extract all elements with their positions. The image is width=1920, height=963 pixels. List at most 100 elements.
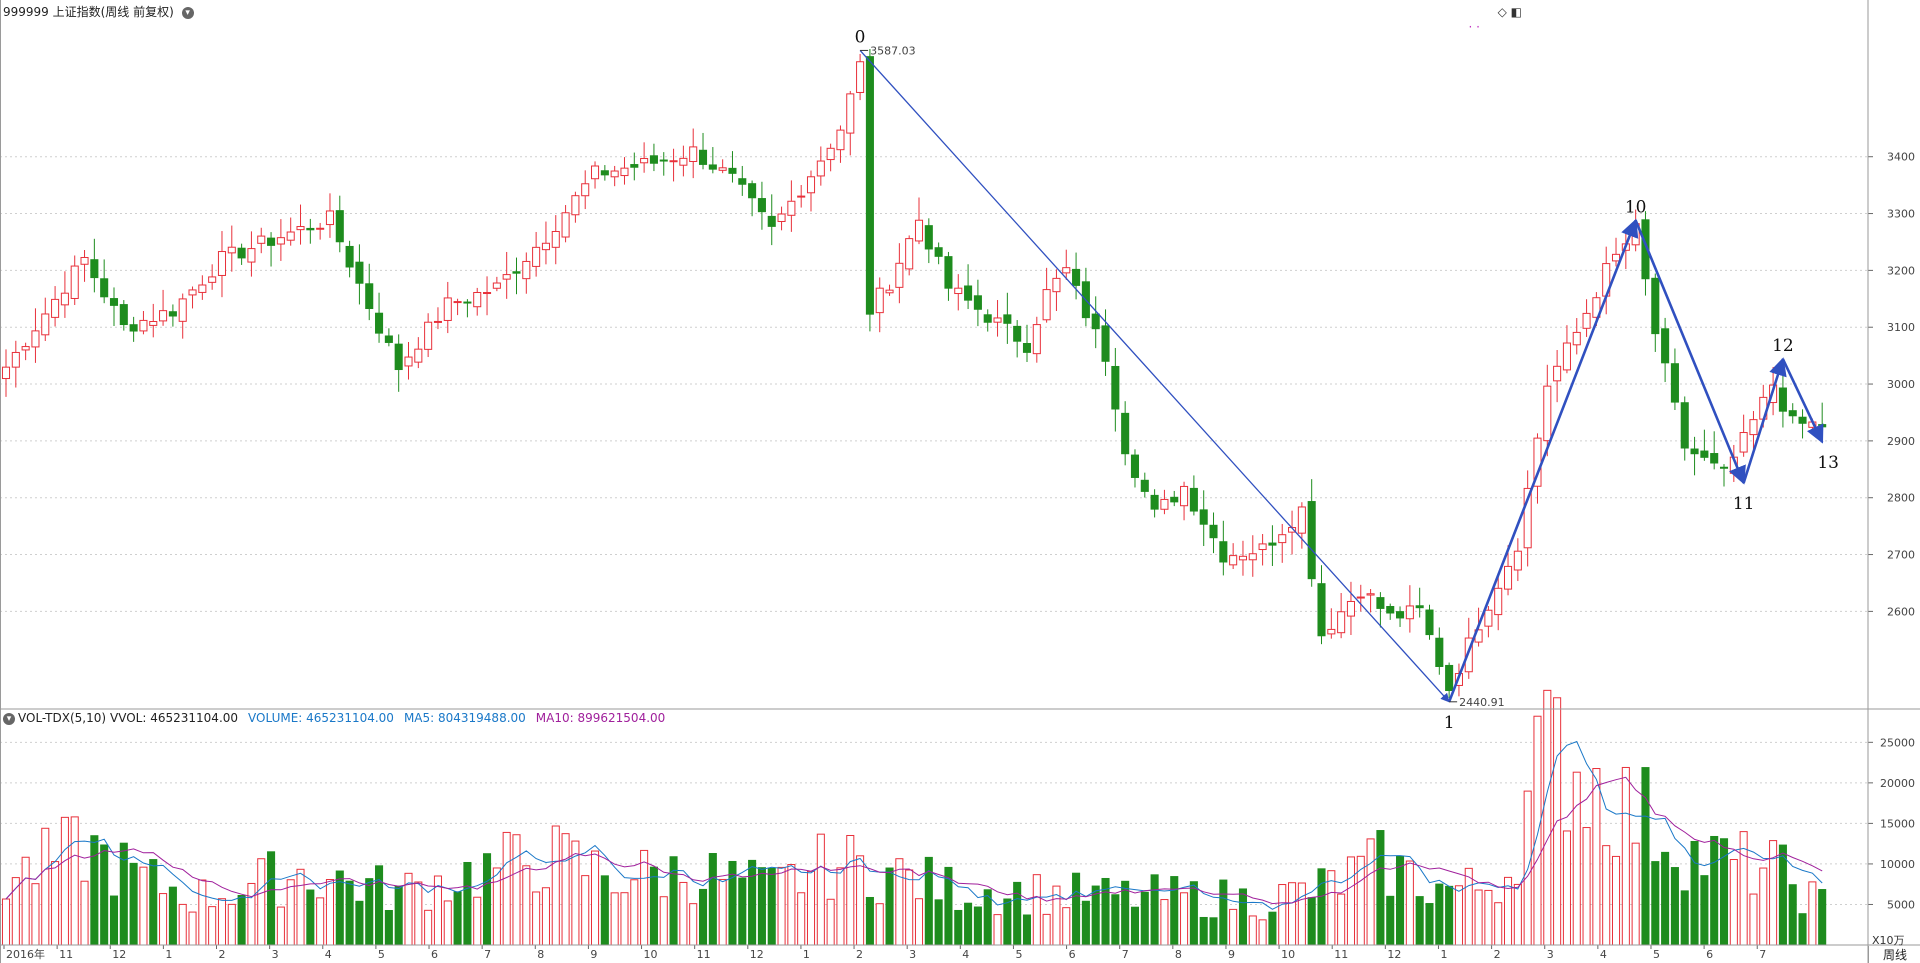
candle[interactable] — [1297, 502, 1306, 549]
volume-bar[interactable] — [1503, 876, 1513, 946]
candle[interactable] — [512, 257, 521, 295]
volume-bar[interactable] — [80, 880, 89, 946]
volume-bar[interactable] — [718, 878, 727, 946]
volume-bar[interactable] — [865, 896, 874, 946]
candle[interactable] — [1111, 347, 1120, 432]
volume-bar[interactable] — [856, 855, 865, 946]
candle[interactable] — [1376, 592, 1385, 628]
candle[interactable] — [1199, 490, 1208, 547]
volume-bar[interactable] — [1759, 867, 1768, 946]
volume-bar[interactable] — [384, 909, 393, 946]
candle[interactable] — [463, 299, 472, 318]
candle[interactable] — [1798, 409, 1807, 439]
volume-bar[interactable] — [1327, 870, 1336, 946]
candle[interactable] — [60, 271, 69, 318]
candle[interactable] — [1022, 324, 1032, 363]
volume-bar[interactable] — [375, 865, 384, 946]
volume-bar[interactable] — [1602, 845, 1611, 946]
candle[interactable] — [787, 180, 796, 232]
volume-bar[interactable] — [1229, 908, 1238, 946]
volume-bar[interactable] — [227, 903, 236, 946]
candle[interactable] — [649, 143, 658, 172]
candle[interactable] — [964, 264, 973, 310]
chevron-down-icon[interactable]: ▾ — [181, 6, 194, 19]
volume-bar[interactable] — [443, 900, 452, 946]
volume-bar[interactable] — [738, 877, 747, 946]
candle[interactable] — [1661, 317, 1670, 383]
volume-bar[interactable] — [296, 868, 305, 946]
volume-bar[interactable] — [1513, 883, 1522, 946]
candle[interactable] — [1307, 479, 1316, 587]
candle[interactable] — [453, 298, 462, 316]
candle[interactable] — [1180, 481, 1189, 521]
candle[interactable] — [532, 231, 541, 277]
candle[interactable] — [1052, 269, 1061, 312]
candle[interactable] — [728, 151, 737, 183]
volume-bar[interactable] — [934, 899, 943, 946]
candle[interactable] — [129, 316, 138, 342]
volume-bar[interactable] — [188, 911, 197, 946]
candle[interactable] — [1130, 449, 1140, 488]
volume-bar[interactable] — [100, 844, 109, 946]
candle[interactable] — [1238, 540, 1248, 576]
volume-bar[interactable] — [610, 892, 619, 946]
candle[interactable] — [247, 231, 256, 277]
volume-bar[interactable] — [1346, 856, 1355, 946]
candle[interactable] — [1778, 374, 1787, 428]
candle[interactable] — [1062, 249, 1071, 280]
candle[interactable] — [296, 204, 305, 245]
volume-bar[interactable] — [905, 869, 914, 946]
candle[interactable] — [1445, 662, 1454, 698]
candle[interactable] — [168, 304, 177, 327]
volume-bar[interactable] — [267, 851, 276, 946]
candle[interactable] — [1248, 535, 1257, 577]
candle[interactable] — [1317, 565, 1326, 645]
candle[interactable] — [227, 225, 236, 272]
volume-bar[interactable] — [316, 897, 325, 946]
candle[interactable] — [1209, 512, 1218, 554]
candle[interactable] — [1091, 296, 1100, 349]
volume-bar[interactable] — [1160, 899, 1169, 946]
volume-bar[interactable] — [1700, 875, 1709, 946]
candle[interactable] — [1229, 543, 1238, 570]
volume-bar[interactable] — [1445, 885, 1454, 946]
candle[interactable] — [178, 293, 187, 339]
candle[interactable] — [159, 289, 168, 326]
volume-bar[interactable] — [492, 867, 501, 946]
candle[interactable] — [41, 297, 50, 341]
candle[interactable] — [983, 309, 992, 332]
candle[interactable] — [669, 148, 678, 182]
volume-bar[interactable] — [1219, 879, 1228, 946]
candle[interactable] — [856, 53, 865, 101]
volume-bar[interactable] — [247, 882, 256, 946]
candle[interactable] — [1572, 318, 1581, 355]
volume-bar[interactable] — [424, 909, 433, 946]
candle[interactable] — [1003, 292, 1012, 344]
candle[interactable] — [640, 142, 649, 173]
candle[interactable] — [1346, 581, 1355, 636]
volume-bar[interactable] — [1415, 896, 1424, 946]
volume-bar[interactable] — [1710, 835, 1719, 946]
volume-bar[interactable] — [1494, 902, 1503, 946]
volume-bar[interactable] — [659, 896, 668, 946]
candle[interactable] — [1562, 325, 1571, 374]
volume-bar[interactable] — [1180, 892, 1189, 946]
volume-bar[interactable] — [1248, 915, 1257, 946]
volume-bar[interactable] — [816, 833, 825, 946]
candle[interactable] — [816, 146, 825, 186]
candle[interactable] — [1523, 470, 1532, 567]
volume-bar[interactable] — [1111, 894, 1120, 946]
volume-bar[interactable] — [21, 856, 30, 946]
candle[interactable] — [522, 252, 531, 294]
candle[interactable] — [1788, 403, 1797, 424]
volume-bar[interactable] — [41, 827, 50, 946]
volume-bar[interactable] — [1572, 771, 1581, 946]
candle[interactable] — [806, 170, 816, 212]
candle[interactable] — [316, 222, 325, 240]
candle[interactable] — [433, 307, 442, 330]
candlestick-series[interactable] — [1, 49, 1827, 698]
candle[interactable] — [198, 275, 207, 300]
candle[interactable] — [954, 274, 963, 311]
volume-bar[interactable] — [885, 867, 894, 946]
volume-bar[interactable] — [1435, 883, 1444, 946]
